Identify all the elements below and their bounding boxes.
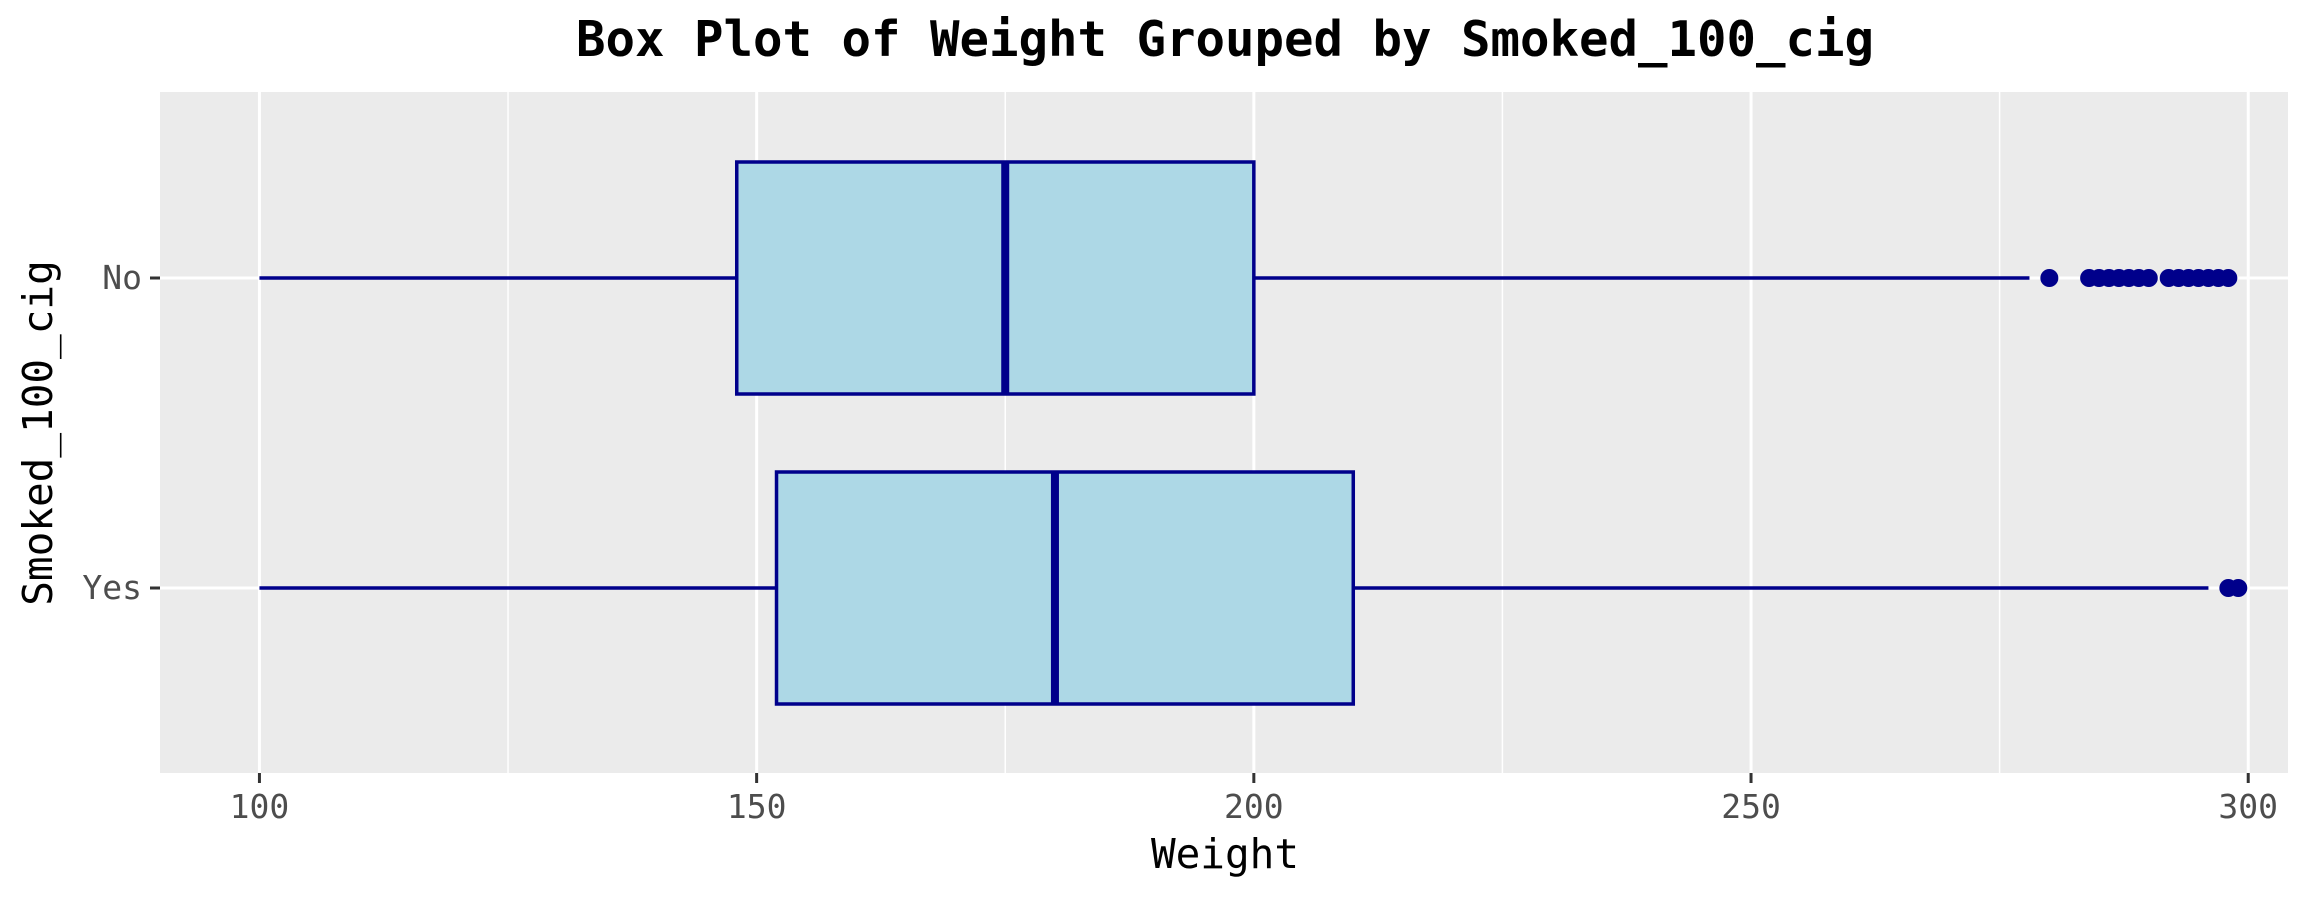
box-yes: [774, 470, 1356, 706]
outlier-point-yes: [2229, 579, 2248, 597]
x-tick-label: 200: [1224, 787, 1284, 826]
outlier-point-no: [2219, 269, 2238, 287]
chart-title: Box Plot of Weight Grouped by Smoked_100…: [576, 11, 1874, 68]
x-tick-label: 300: [2218, 787, 2278, 826]
x-tick-label: 100: [230, 787, 290, 826]
y-tick-label: No: [102, 258, 142, 297]
axes: 100 150 200 250 300 No Yes: [82, 258, 2278, 826]
outlier-point-no: [2139, 269, 2158, 287]
outlier-point-no: [2040, 269, 2059, 287]
box-group-yes: [259, 470, 2248, 706]
x-tick-label: 150: [727, 787, 787, 826]
y-tick-label: Yes: [82, 568, 142, 607]
x-tick-label: 250: [1721, 787, 1781, 826]
box-no: [734, 160, 1256, 396]
y-axis-title: Smoked_100_cig: [14, 260, 62, 606]
boxes: [259, 160, 2248, 706]
box-group-no: [259, 160, 2238, 396]
x-axis-title: Weight: [1151, 830, 1299, 878]
